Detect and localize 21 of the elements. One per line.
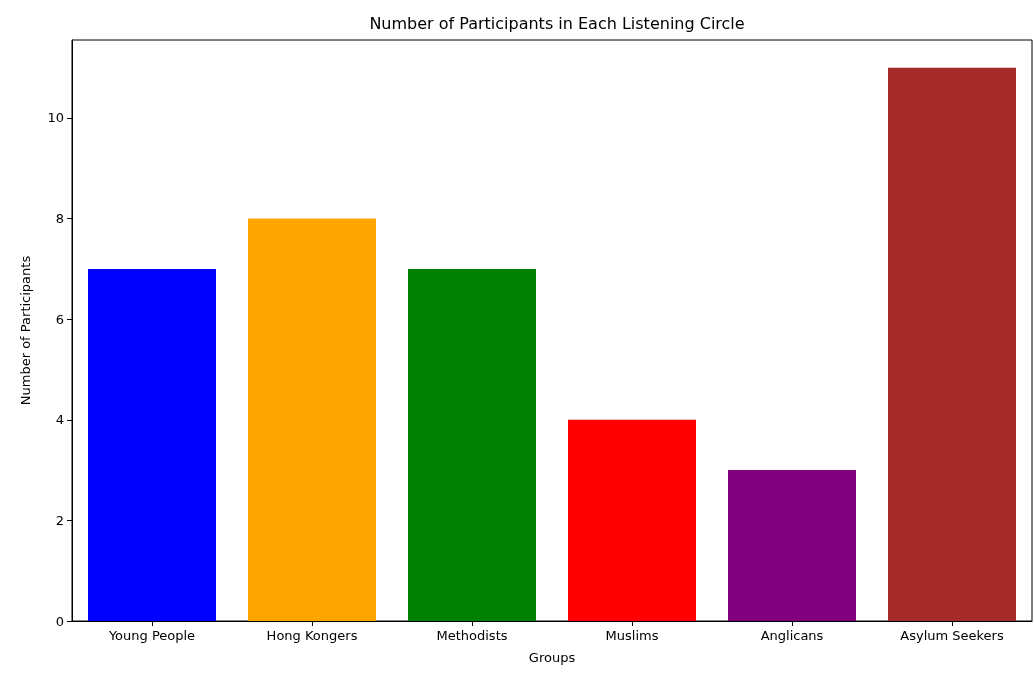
chart-title: Number of Participants in Each Listening Circle <box>369 13 745 33</box>
y-tick-label: 10 <box>47 110 64 126</box>
bar <box>248 218 376 621</box>
x-tick-label: Asylum Seekers <box>900 628 1004 643</box>
y-tick-label: 8 <box>55 211 64 227</box>
bar <box>408 268 536 621</box>
x-axis-title: Groups <box>528 650 576 665</box>
y-axis-title: Number of Participants <box>18 255 33 406</box>
bar <box>728 470 856 621</box>
bar <box>568 419 696 621</box>
x-tick-label: Methodists <box>436 628 508 643</box>
bar <box>88 268 216 621</box>
y-tick-label: 6 <box>55 311 64 327</box>
y-tick-label: 0 <box>55 613 64 629</box>
x-tick-label: Muslims <box>605 628 659 643</box>
x-tick-label: Young People <box>107 628 196 643</box>
x-tick-label: Anglicans <box>760 628 824 643</box>
x-tick-label: Hong Kongers <box>266 628 358 643</box>
y-tick-label: 2 <box>55 512 64 528</box>
bar <box>888 67 1016 621</box>
y-tick-label: 4 <box>55 412 64 428</box>
